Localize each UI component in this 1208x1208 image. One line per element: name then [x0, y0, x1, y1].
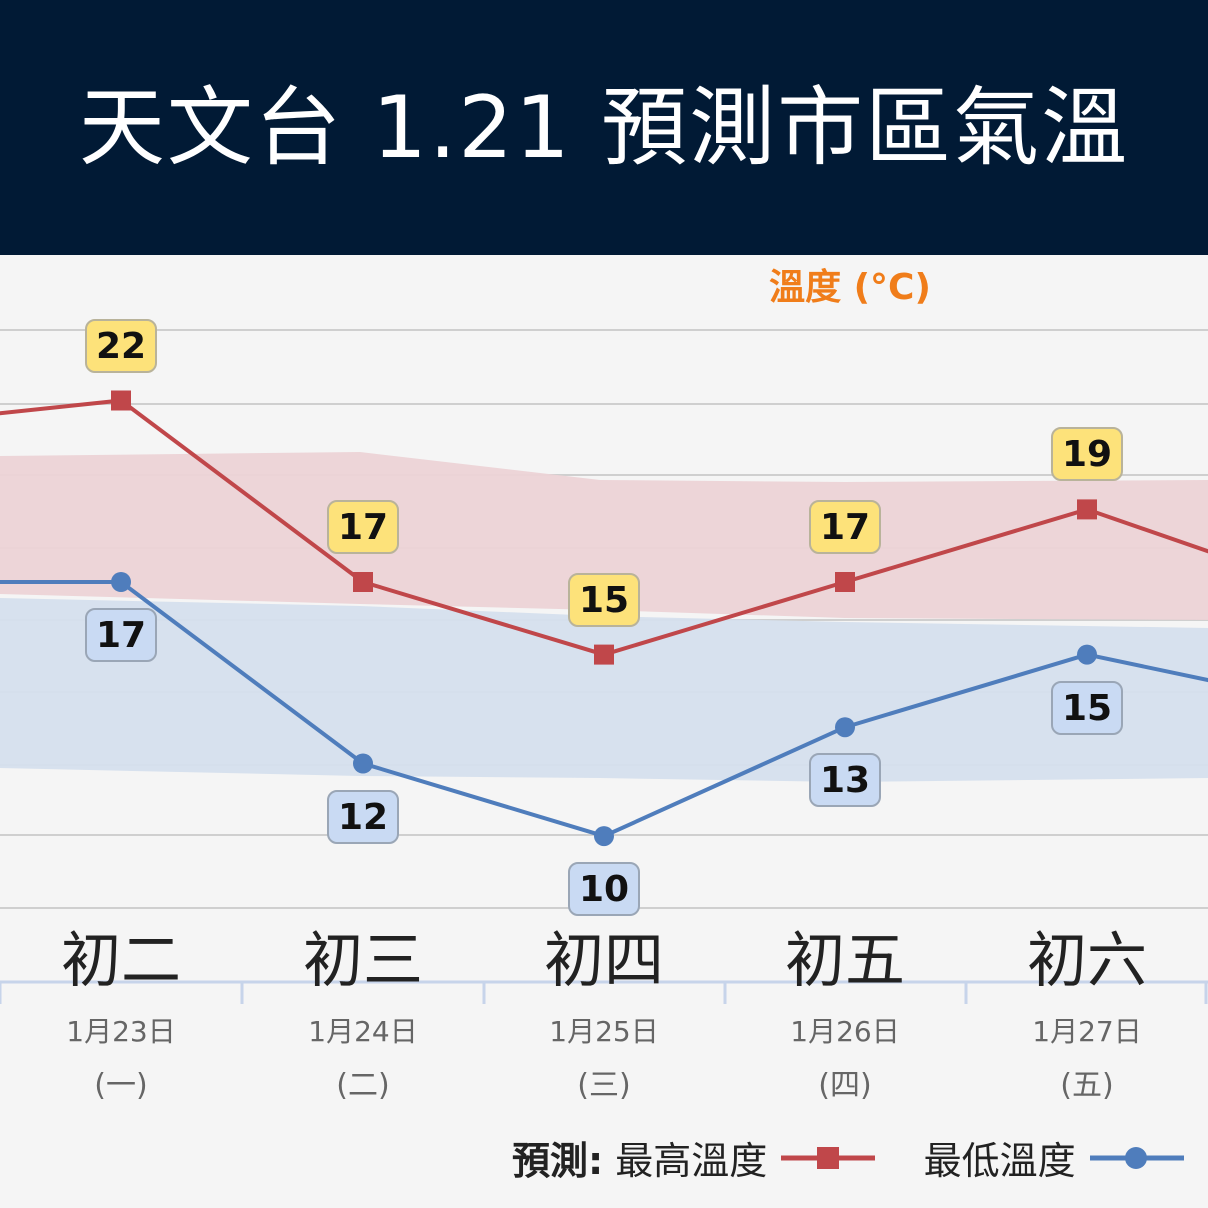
y-axis-unit-label: 溫度 (°C)	[769, 267, 931, 308]
legend-min-swatch	[1089, 1146, 1184, 1169]
min-temp-point	[111, 572, 131, 592]
min-temp-label: 13	[809, 753, 881, 808]
max-temp-point	[835, 572, 855, 592]
legend: 預測: 最高溫度 最低溫度	[512, 1130, 1188, 1183]
weekday-label: (三)	[577, 1068, 631, 1103]
max-temp-label: 19	[1051, 427, 1123, 482]
max-temp-point	[594, 644, 614, 665]
max-temp-label: 22	[85, 318, 157, 373]
weekday-label: (四)	[818, 1068, 872, 1103]
max-temp-label: 17	[809, 500, 881, 554]
min-temp-point	[594, 826, 614, 847]
max-normal-band	[0, 452, 1208, 620]
lunar-day-label: 初四	[544, 926, 664, 996]
date-label: 1月26日	[790, 1015, 900, 1048]
min-temp-label: 12	[327, 789, 399, 844]
header-bar	[0, 0, 1208, 255]
min-temp-point	[835, 717, 855, 738]
min-temp-label: 10	[568, 862, 640, 917]
legend-max-swatch	[781, 1146, 876, 1169]
min-temp-label: 15	[1051, 680, 1123, 735]
date-label: 1月25日	[549, 1015, 659, 1048]
date-label: 1月27日	[1032, 1015, 1142, 1048]
max-temp-point	[1077, 499, 1097, 520]
max-temp-label: 15	[568, 572, 640, 627]
date-label: 1月24日	[308, 1015, 418, 1048]
min-temp-label: 17	[85, 608, 157, 662]
max-temp-label: 17	[327, 500, 399, 554]
weekday-label: (五)	[1060, 1068, 1114, 1103]
legend-min-label: 最低溫度	[923, 1139, 1076, 1183]
lunar-day-label: 初二	[61, 926, 181, 996]
weekday-label: (二)	[336, 1068, 390, 1103]
lunar-day-label: 初六	[1027, 926, 1147, 996]
min-temp-point	[353, 753, 373, 774]
page-title: 天文台 1.21 預測市區氣溫	[78, 78, 1130, 178]
legend-prefix: 預測:	[512, 1139, 604, 1183]
max-temp-point	[111, 390, 131, 411]
date-label: 1月23日	[66, 1015, 176, 1048]
min-temp-point	[1077, 644, 1097, 665]
legend-max-label: 最高溫度	[615, 1139, 768, 1183]
min-normal-band	[0, 598, 1208, 782]
max-temp-point	[353, 572, 373, 592]
lunar-day-label: 初五	[785, 926, 905, 996]
lunar-day-label: 初三	[303, 926, 423, 996]
weekday-label: (一)	[94, 1068, 148, 1103]
